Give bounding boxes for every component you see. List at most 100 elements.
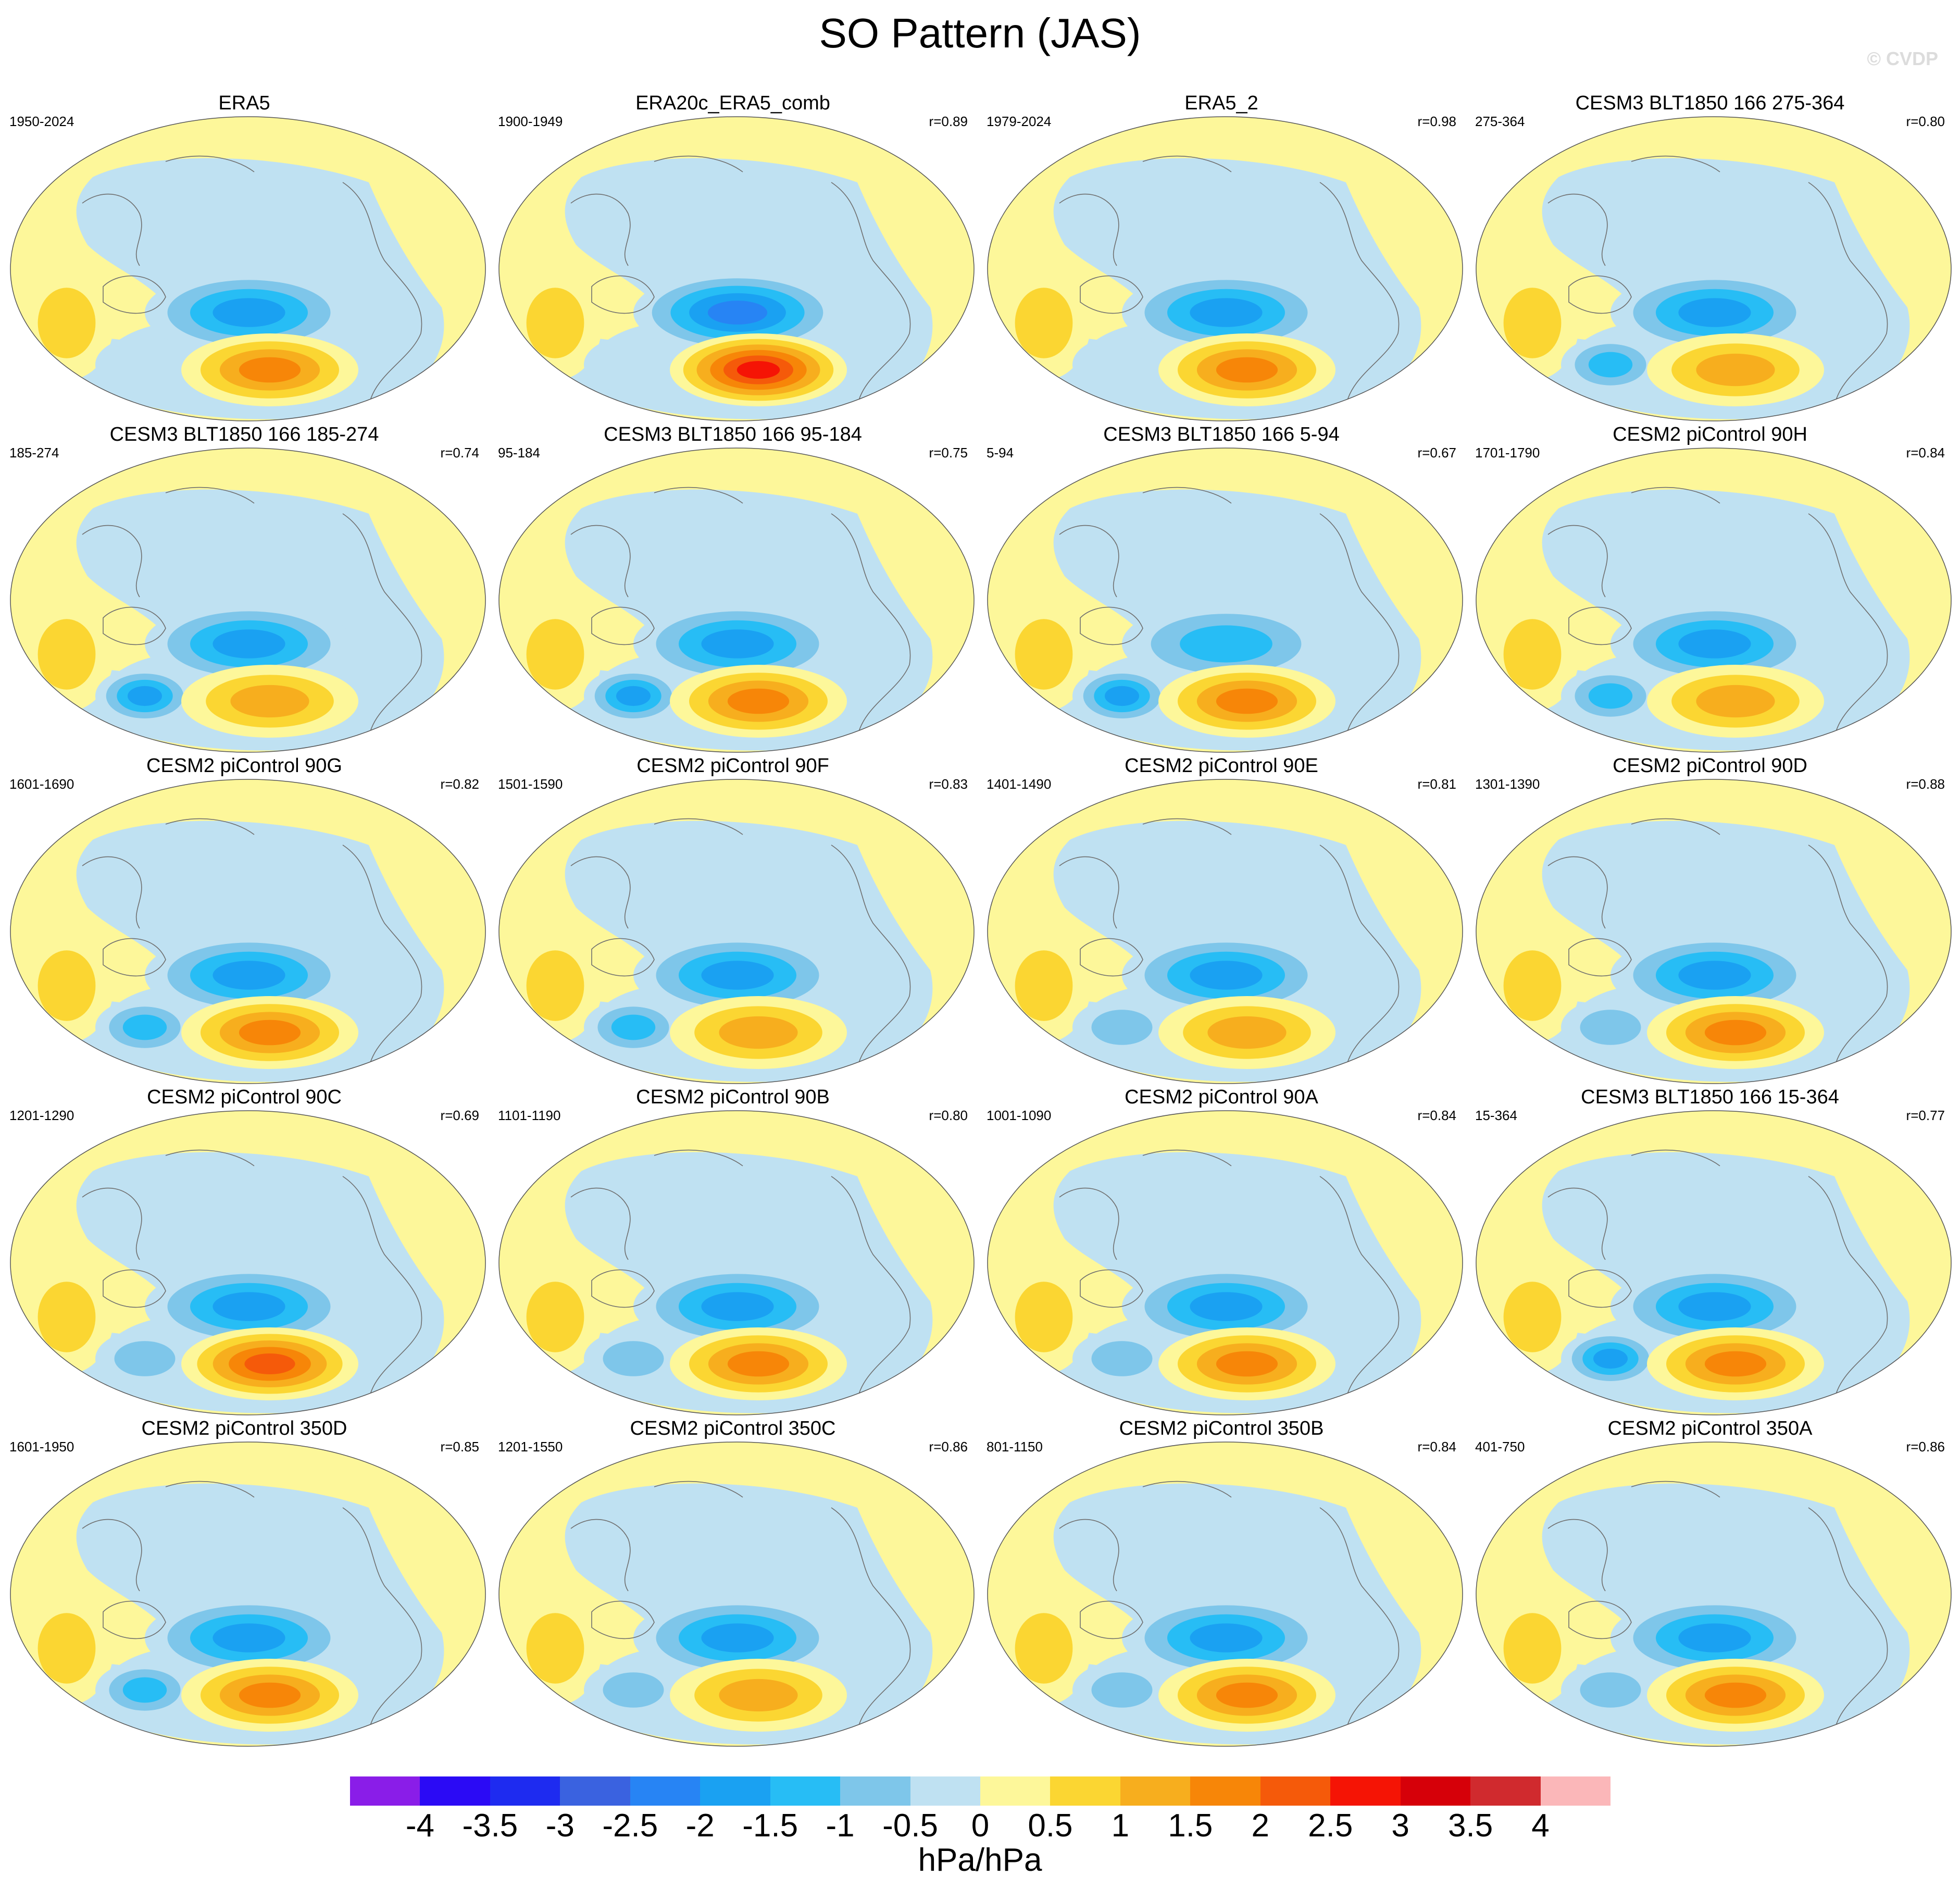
- map-panel: CESM3 BLT1850 166 15-364 15-364 r=0.77: [1466, 1086, 1954, 1417]
- panel-title: CESM3 BLT1850 166 95-184: [604, 424, 862, 445]
- panel-correlation: r=0.86: [929, 1439, 968, 1455]
- map-plot: [498, 1441, 975, 1747]
- indian-ocean-positive: [1015, 288, 1073, 358]
- southern-indian-negative-core: [128, 686, 162, 706]
- panel-years: 1979-2024: [987, 114, 1052, 129]
- indian-ocean-positive: [526, 288, 584, 358]
- pacific-negative-core: [707, 301, 768, 325]
- coastline: [82, 1519, 142, 1592]
- indian-ocean-positive: [38, 619, 96, 690]
- map-plot: [10, 448, 486, 753]
- globe-outline: [498, 779, 975, 1084]
- coastline: [1631, 155, 1720, 172]
- southern-pacific-positive-core: [1216, 688, 1278, 714]
- southern-indian-negative-core: [1580, 1010, 1641, 1045]
- map-panel: CESM2 piControl 90F 1501-1590 r=0.83: [489, 754, 977, 1086]
- globe-outline: [10, 1441, 486, 1747]
- globe-outline: [1476, 1110, 1952, 1415]
- colorbar: [350, 1776, 1611, 1806]
- map-plot: [498, 448, 975, 753]
- colorbar-cell: [490, 1776, 560, 1806]
- colorbar-cell: [1330, 1776, 1401, 1806]
- coastline: [570, 525, 631, 598]
- southern-indian-negative-core: [1593, 1348, 1628, 1369]
- southern-pacific-positive-core: [230, 685, 309, 718]
- coastline: [82, 193, 142, 266]
- panel-title: CESM2 piControl 90D: [1613, 755, 1807, 777]
- coastline: [831, 1507, 911, 1732]
- watermark: © CVDP: [1867, 48, 1938, 69]
- panel-years: 1900-1949: [498, 114, 563, 129]
- coastline: [1080, 1600, 1143, 1639]
- panel-title: CESM2 piControl 90G: [146, 755, 342, 777]
- coastline: [103, 275, 166, 314]
- map-panel: CESM2 piControl 90G 1601-1690 r=0.82: [0, 754, 489, 1086]
- panel-years: 185-274: [9, 445, 59, 461]
- map-plot: [987, 1441, 1463, 1747]
- pacific-negative-core: [1678, 1292, 1751, 1321]
- coastline: [165, 1481, 255, 1498]
- pacific-negative-core: [1190, 1292, 1263, 1321]
- globe-outline: [987, 1110, 1463, 1415]
- panel-correlation: r=0.85: [440, 1439, 479, 1455]
- indian-ocean-positive: [38, 288, 96, 358]
- map-plot: [987, 779, 1463, 1084]
- globe-outline: [1476, 116, 1952, 421]
- colorbar-cell: [420, 1776, 491, 1806]
- coastline: [1547, 856, 1608, 929]
- panel-correlation: r=0.88: [1906, 776, 1945, 792]
- colorbar-tick-label: -3: [545, 1808, 575, 1844]
- panel-title: CESM3 BLT1850 166 185-274: [109, 424, 379, 445]
- southern-indian-negative-core: [1091, 1341, 1153, 1376]
- coastline: [342, 1176, 422, 1401]
- coastline: [1808, 1507, 1888, 1732]
- colorbar-cell: [1400, 1776, 1471, 1806]
- southern-indian-negative-core: [611, 1014, 656, 1040]
- panel-years: 1301-1390: [1475, 776, 1540, 792]
- colorbar-cell: [1260, 1776, 1331, 1806]
- panel-correlation: r=0.69: [440, 1108, 479, 1123]
- pacific-negative-core: [1678, 629, 1751, 658]
- coastline: [82, 856, 142, 929]
- coastline: [591, 606, 655, 645]
- southern-pacific-positive-core: [736, 361, 780, 379]
- southern-indian-negative-core: [1580, 1672, 1641, 1708]
- colorbar-tick-label: 2.5: [1308, 1808, 1353, 1844]
- coastline: [103, 938, 166, 977]
- panel-years: 1001-1090: [987, 1108, 1052, 1123]
- colorbar-cell: [910, 1776, 981, 1806]
- panel-correlation: r=0.80: [1906, 114, 1945, 129]
- panel-title: CESM2 piControl 350B: [1119, 1418, 1324, 1439]
- panel-title: CESM2 piControl 350A: [1607, 1418, 1813, 1439]
- coastline: [591, 1269, 655, 1308]
- coastline: [165, 818, 255, 835]
- panel-title: CESM2 piControl 90H: [1613, 424, 1807, 445]
- panel-title: CESM2 piControl 90B: [636, 1086, 830, 1108]
- map-panel: CESM3 BLT1850 166 95-184 95-184 r=0.75: [489, 423, 977, 754]
- southern-indian-negative-core: [122, 1014, 167, 1040]
- indian-ocean-positive: [1015, 950, 1073, 1021]
- coastline: [82, 1187, 142, 1260]
- coastline: [1142, 155, 1232, 172]
- panel-correlation: r=0.77: [1906, 1108, 1945, 1123]
- pacific-negative-core: [1190, 298, 1263, 327]
- map-plot: [1476, 1110, 1952, 1415]
- globe-outline: [498, 1441, 975, 1747]
- southern-indian-negative-core: [114, 1341, 176, 1376]
- southern-indian-negative-core: [95, 336, 194, 393]
- coastline: [1568, 606, 1632, 645]
- colorbar-tick-label: 1: [1111, 1808, 1130, 1844]
- indian-ocean-positive: [1503, 288, 1562, 358]
- coastline: [1319, 513, 1400, 738]
- panel-title: CESM2 piControl 90A: [1125, 1086, 1318, 1108]
- map-panel: CESM3 BLT1850 166 185-274 185-274 r=0.74: [0, 423, 489, 754]
- panel-years: 1201-1290: [9, 1108, 74, 1123]
- panel-years: 801-1150: [987, 1439, 1043, 1455]
- colorbar-cell: [630, 1776, 701, 1806]
- coastline: [591, 275, 655, 314]
- colorbar-cell: [1120, 1776, 1191, 1806]
- map-plot: [987, 1110, 1463, 1415]
- panel-title: CESM2 piControl 350D: [141, 1418, 347, 1439]
- panel-years: 1101-1190: [498, 1108, 561, 1123]
- map-panel: CESM2 piControl 90D 1301-1390 r=0.88: [1466, 754, 1954, 1086]
